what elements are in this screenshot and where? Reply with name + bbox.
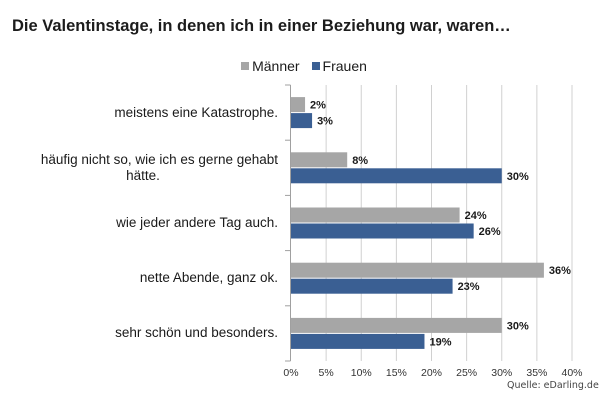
category-label-line: häufig nicht so, wie ich es gerne gehabt bbox=[40, 151, 278, 167]
category-label-line: wie jeder andere Tag auch. bbox=[116, 215, 278, 230]
legend-item-maenner: Männer bbox=[241, 58, 300, 74]
data-label: 26% bbox=[479, 226, 501, 238]
bar-maenner bbox=[291, 152, 348, 168]
category-label-line: meistens eine Katastrophe. bbox=[114, 104, 278, 120]
source-note: Quelle: eDarling.de bbox=[507, 380, 599, 391]
bar-frauen bbox=[291, 223, 474, 239]
bar-frauen bbox=[291, 168, 502, 184]
bar-frauen bbox=[291, 113, 313, 129]
legend-swatch-frauen bbox=[311, 62, 320, 70]
data-label: 19% bbox=[429, 336, 451, 348]
x-tick-label: 25% bbox=[456, 367, 477, 379]
data-label: 24% bbox=[465, 210, 487, 222]
bar-frauen bbox=[291, 278, 453, 294]
legend-item-frauen: Frauen bbox=[311, 58, 367, 74]
category-label: nette Abende, ganz ok. bbox=[0, 270, 278, 286]
bar-frauen bbox=[291, 333, 425, 349]
category-label: meistens eine Katastrophe. bbox=[0, 105, 278, 121]
category-label-line: sehr schön und besonders. bbox=[115, 325, 278, 341]
x-tick-label: 20% bbox=[421, 367, 442, 379]
legend-label-maenner: Männer bbox=[252, 58, 300, 74]
data-label: 8% bbox=[352, 155, 368, 167]
category-label-line: hätte. bbox=[126, 167, 160, 183]
x-tick-label: 0% bbox=[283, 367, 298, 379]
x-tick-label: 35% bbox=[526, 367, 547, 379]
category-label-line: nette Abende, ganz ok. bbox=[139, 270, 278, 286]
bar-maenner bbox=[291, 207, 460, 223]
data-label: 2% bbox=[310, 100, 326, 112]
chart-title: Die Valentinstage, in denen ich in einer… bbox=[12, 17, 511, 35]
category-label: sehr schön und besonders. bbox=[0, 325, 278, 341]
bar-maenner bbox=[291, 317, 502, 333]
data-label: 30% bbox=[507, 171, 529, 183]
legend-swatch-maenner bbox=[241, 62, 250, 70]
legend: Männer Frauen bbox=[0, 58, 608, 74]
x-tick-label: 30% bbox=[491, 367, 512, 379]
data-label: 3% bbox=[317, 116, 333, 128]
bar-maenner bbox=[291, 262, 544, 278]
bar-maenner bbox=[291, 97, 306, 113]
category-label: häufig nicht so, wie ich es gerne gehabt… bbox=[0, 152, 278, 184]
data-label: 36% bbox=[549, 265, 571, 277]
data-label: 30% bbox=[507, 320, 529, 332]
legend-label-frauen: Frauen bbox=[322, 58, 367, 74]
data-label: 23% bbox=[458, 281, 480, 293]
x-tick-label: 5% bbox=[319, 367, 334, 379]
x-tick-label: 40% bbox=[561, 367, 582, 379]
x-tick-label: 15% bbox=[386, 367, 407, 379]
category-label: wie jeder andere Tag auch. bbox=[0, 215, 278, 231]
x-tick-label: 10% bbox=[351, 367, 372, 379]
